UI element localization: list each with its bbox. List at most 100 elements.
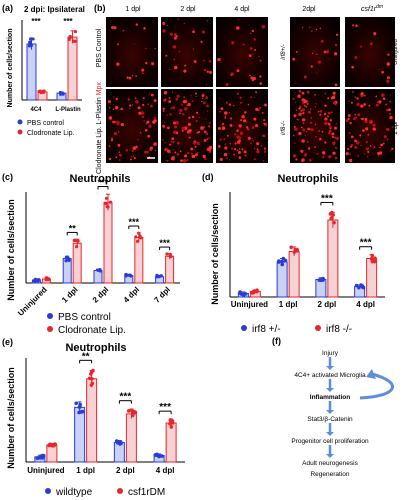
cell-mark-6-73 (206, 110, 209, 112)
cell-mark-8-84 (331, 135, 335, 139)
cell-mark-6-79 (196, 141, 200, 146)
cell-mark-4-1 (386, 62, 390, 66)
cell-mark-9-57 (357, 113, 361, 117)
xtick-c-ticks-2: 2 dpl (91, 285, 111, 305)
cell-mark-7-21 (225, 101, 228, 104)
xtick-d-ticks-1: 1 dpl (279, 300, 298, 309)
cell-mark-1-21 (203, 68, 207, 72)
cell-mark-7-58 (255, 107, 259, 111)
cell-mark-1-27 (178, 50, 181, 53)
cell-mark-9-42 (382, 97, 386, 100)
xtick-c-ticks-0: Uninjured (16, 285, 49, 318)
bar-e-1-1 (86, 378, 98, 463)
cell-mark-7-72 (246, 126, 249, 129)
cell-mark-5-61 (141, 115, 145, 119)
cell-mark-5-38 (133, 157, 136, 160)
cell-mark-7-45 (226, 157, 228, 159)
cell-mark-3-16 (295, 50, 298, 53)
cell-mark-5-64 (144, 128, 148, 132)
point-e-1-1-3 (89, 370, 94, 374)
cell-mark-9-34 (389, 115, 393, 120)
cell-mark-8-17 (306, 90, 310, 94)
cell-mark-9-64 (349, 153, 351, 155)
cell-mark-8-33 (327, 97, 330, 100)
panel-c-title: Neutrophils (69, 173, 130, 185)
cell-mark-9-9 (350, 135, 354, 139)
cell-mark-7-46 (237, 151, 241, 154)
cell-mark-2-19 (230, 74, 233, 76)
cell-mark-5-53 (132, 155, 134, 157)
cell-mark-6-82 (205, 96, 209, 99)
cell-mark-5-29 (142, 103, 145, 106)
cell-mark-8-97 (304, 135, 307, 137)
cell-mark-1-15 (206, 70, 209, 73)
cell-mark-6-32 (171, 156, 175, 160)
cell-mark-7-69 (239, 131, 244, 136)
cell-mark-1-17 (200, 40, 203, 43)
cell-mark-7-43 (224, 116, 227, 119)
cell-mark-5-6 (131, 104, 134, 106)
cell-mark-7-22 (262, 160, 265, 162)
cell-mark-8-71 (297, 119, 299, 121)
cell-mark-6-113 (196, 151, 199, 154)
cell-mark-6-54 (206, 104, 209, 108)
cell-mark-8-11 (309, 121, 312, 124)
cell-mark-1-20 (209, 70, 213, 74)
cell-mark-8-3 (316, 152, 319, 155)
cell-mark-9-75 (356, 102, 360, 107)
cell-mark-9-28 (362, 129, 365, 132)
point-d-0-3-4 (357, 285, 361, 290)
cell-mark-6-74 (168, 151, 171, 154)
svg-text:Clodronate Lip. L-Plastin Mpx: Clodronate Lip. L-Plastin Mpx (96, 82, 103, 174)
cell-mark-5-25 (125, 149, 129, 152)
cell-mark-6-69 (174, 151, 177, 154)
cell-mark-0-14 (122, 29, 125, 32)
point-d-1-0-5 (255, 289, 259, 294)
cell-mark-8-26 (305, 131, 308, 133)
cell-mark-8-87 (322, 155, 325, 159)
cell-mark-1-18 (206, 20, 209, 22)
cell-mark-8-60 (301, 91, 304, 94)
cell-mark-8-49 (298, 131, 302, 136)
cell-mark-9-50 (350, 101, 353, 104)
cell-mark-3-12 (316, 53, 318, 56)
sig-text-e-sig-2: *** (159, 402, 171, 413)
cell-mark-5-49 (127, 98, 130, 101)
cell-mark-6-114 (179, 112, 181, 115)
cell-mark-6-19 (164, 121, 166, 123)
cell-mark-3-1 (328, 58, 330, 60)
cell-mark-6-106 (162, 124, 166, 128)
cell-mark-7-3 (255, 91, 258, 94)
cell-mark-9-32 (347, 114, 351, 118)
cell-mark-8-31 (324, 141, 327, 144)
cell-mark-7-59 (250, 96, 253, 99)
point-d-0-1-5 (280, 259, 284, 264)
cell-mark-4-8 (386, 79, 390, 84)
cell-mark-9-70 (365, 147, 370, 151)
cell-mark-7-61 (217, 145, 221, 148)
cell-mark-1-11 (208, 60, 212, 63)
cell-mark-9-74 (391, 126, 394, 129)
cell-mark-6-64 (191, 100, 194, 103)
cell-mark-0-7 (143, 26, 146, 30)
cell-mark-4-12 (355, 24, 357, 26)
cell-mark-7-81 (237, 92, 239, 95)
cell-mark-7-32 (256, 142, 260, 146)
panel-f-letter: (f) (272, 336, 281, 346)
cell-mark-1-2 (193, 27, 195, 29)
cell-mark-5-15 (120, 122, 124, 127)
cell-mark-1-4 (177, 18, 180, 21)
cell-mark-7-85 (238, 139, 241, 143)
cell-mark-9-30 (381, 93, 385, 97)
cell-mark-9-51 (354, 96, 357, 99)
point-e-0-0-5 (36, 456, 41, 460)
cell-mark-2-18 (251, 78, 255, 82)
panel-a-legend-dot-blue (17, 119, 23, 125)
cell-mark-9-62 (384, 103, 388, 106)
cell-mark-5-12 (147, 134, 151, 138)
panel-a-bars (26, 30, 78, 101)
cell-mark-7-56 (263, 135, 266, 137)
point-e-1-3-4 (168, 418, 173, 423)
cell-mark-5-20 (134, 97, 137, 100)
cell-mark-7-75 (234, 133, 237, 136)
